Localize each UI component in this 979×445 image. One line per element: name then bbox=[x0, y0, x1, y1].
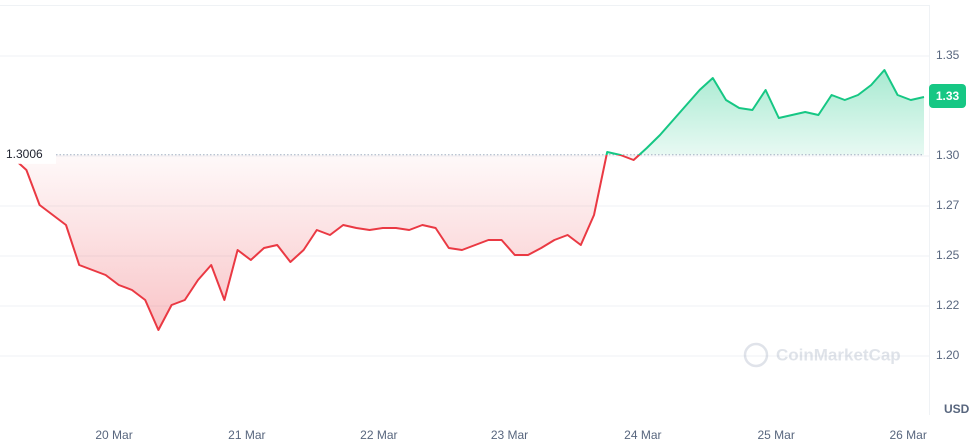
x-tick-label: 21 Mar bbox=[228, 428, 265, 442]
y-tick-label: 1.35 bbox=[936, 48, 960, 62]
y-tick-label: 1.25 bbox=[936, 248, 960, 262]
price-badge-label: 1.33 bbox=[936, 89, 960, 103]
x-tick-label: 20 Mar bbox=[95, 428, 132, 442]
baseline-label: 1.3006 bbox=[6, 147, 43, 161]
x-tick-label: 22 Mar bbox=[360, 428, 397, 442]
baseline-label-bg bbox=[0, 145, 56, 164]
y-tick-label: 1.27 bbox=[936, 198, 960, 212]
x-tick-label: 24 Mar bbox=[624, 428, 661, 442]
price-line bbox=[0, 69, 925, 331]
y-tick-label: 1.20 bbox=[936, 348, 960, 362]
watermark-logo bbox=[743, 342, 769, 368]
y-tick-label: 1.30 bbox=[936, 148, 960, 162]
x-tick-label: 23 Mar bbox=[491, 428, 528, 442]
area bbox=[0, 70, 924, 330]
price-badge bbox=[929, 84, 966, 108]
x-tick-label: 26 Mar bbox=[889, 428, 926, 442]
y-axis-label: USD bbox=[944, 402, 970, 416]
y-tick-label: 1.22 bbox=[936, 298, 960, 312]
x-tick-label: 25 Mar bbox=[757, 428, 794, 442]
watermark: CoinMarketCap bbox=[743, 342, 901, 368]
watermark-text: CoinMarketCap bbox=[776, 345, 901, 364]
